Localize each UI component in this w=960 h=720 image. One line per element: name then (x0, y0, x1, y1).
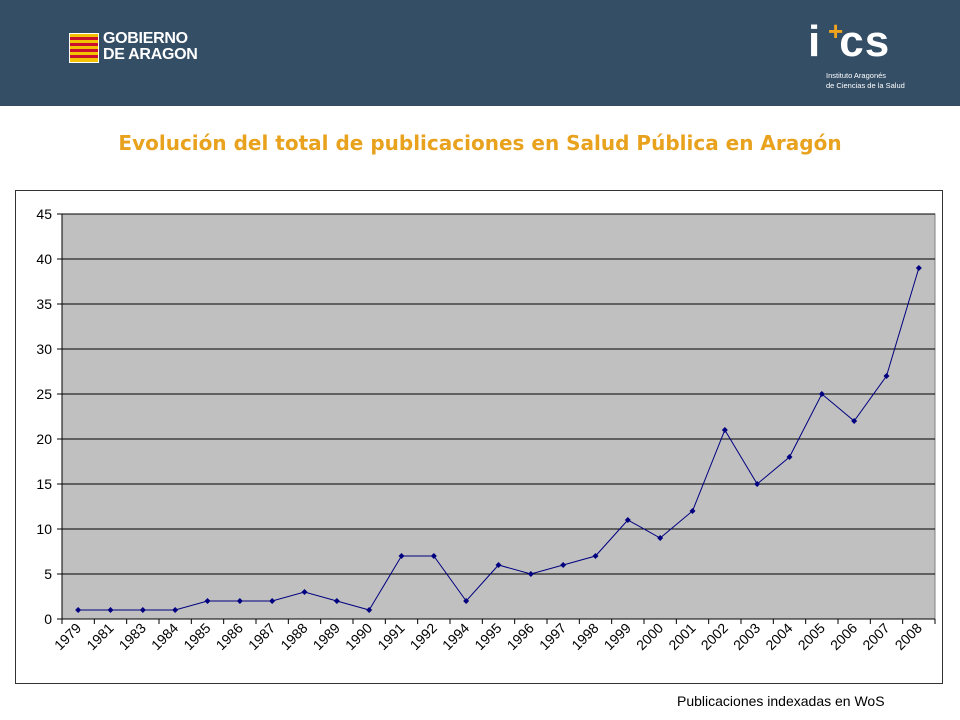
data-point (851, 418, 858, 424)
x-tick-label: 2005 (795, 620, 828, 653)
data-point (430, 553, 437, 559)
data-point (172, 607, 179, 613)
x-tick-label: 1996 (504, 620, 537, 653)
data-point (398, 553, 405, 559)
gobierno-aragon-logo: GOBIERNO DE ARAGON (69, 30, 209, 66)
x-tick-label: 1999 (601, 620, 634, 653)
y-tick-label: 20 (36, 431, 52, 447)
plot-area (61, 213, 936, 620)
x-tick-label: 1981 (83, 620, 116, 653)
x-tick-label: 1989 (310, 620, 343, 653)
y-tick-label: 30 (36, 341, 52, 357)
plus-icon: + (828, 16, 844, 46)
y-tick-label: 25 (36, 386, 52, 402)
footer-note: Publicaciones indexadas en WoS (677, 693, 885, 709)
data-point (75, 607, 82, 613)
data-point (689, 508, 696, 514)
x-tick-label: 1983 (116, 620, 149, 653)
x-tick-label: 1998 (568, 620, 601, 653)
data-point (560, 562, 567, 568)
x-tick-label: 2002 (698, 620, 731, 653)
x-tick-label: 1987 (245, 620, 278, 653)
y-tick-label: 10 (36, 521, 52, 537)
page-title: Evolución del total de publicaciones en … (118, 131, 842, 155)
data-point (915, 265, 922, 271)
x-tick-label: 1986 (213, 620, 246, 653)
data-point (139, 607, 146, 613)
x-tick-label: 1997 (536, 620, 569, 653)
y-tick-label: 40 (36, 251, 52, 267)
x-tick-label: 1991 (374, 620, 407, 653)
data-point (495, 562, 502, 568)
x-tick-label: 1992 (407, 620, 440, 653)
y-tick-label: 35 (36, 296, 52, 312)
x-tick-label: 2003 (730, 620, 763, 653)
x-tick-label: 2008 (892, 620, 925, 653)
x-tick-label: 1990 (342, 620, 375, 653)
y-tick-label: 15 (36, 476, 52, 492)
iacs-logo: i cs + Instituto Aragonés de Ciencias de … (808, 16, 918, 94)
data-point (883, 373, 890, 379)
data-point (301, 589, 308, 595)
y-tick-label: 0 (44, 611, 52, 627)
data-point (463, 598, 470, 604)
x-tick-label: 2000 (633, 620, 666, 653)
data-point (333, 598, 340, 604)
aragon-flag-icon (69, 33, 99, 63)
x-tick-label: 1984 (148, 620, 181, 653)
data-point (366, 607, 373, 613)
data-point (107, 607, 114, 613)
chart-container: 0 5 10 15 20 25 30 35 40 45 1979 1981 1983 1984 1985 19… (15, 190, 943, 684)
x-tick-label: 1979 (51, 620, 84, 653)
x-tick-label: 1985 (180, 620, 213, 653)
x-tick-label: 2001 (665, 620, 698, 653)
x-tick-label: 2006 (827, 620, 860, 653)
data-point (269, 598, 276, 604)
header-banner: GOBIERNO DE ARAGON i cs + Instituto Arago… (0, 0, 960, 106)
iacs-mark: i cs (808, 17, 891, 66)
data-point (527, 571, 534, 577)
y-tick-label: 45 (36, 206, 52, 222)
x-tick-label: 2004 (762, 620, 795, 653)
line-chart: 0510152025303540451979198119831984198519… (36, 206, 936, 653)
x-tick-label: 1988 (277, 620, 310, 653)
data-point (592, 553, 599, 559)
data-point (786, 454, 793, 460)
iacs-subtitle: Instituto Aragonés de Ciencias de la Sal… (826, 71, 905, 90)
x-tick-label: 1994 (439, 620, 472, 653)
data-point (818, 391, 825, 397)
data-point (721, 427, 728, 433)
data-point (657, 535, 664, 541)
y-tick-label: 5 (44, 566, 52, 582)
logo-left-text: GOBIERNO DE ARAGON (103, 30, 198, 63)
x-tick-label: 2007 (859, 620, 892, 653)
data-point (236, 598, 243, 604)
data-point (204, 598, 211, 604)
data-point (754, 481, 761, 487)
x-tick-label: 1995 (471, 620, 504, 653)
data-point (624, 517, 631, 523)
